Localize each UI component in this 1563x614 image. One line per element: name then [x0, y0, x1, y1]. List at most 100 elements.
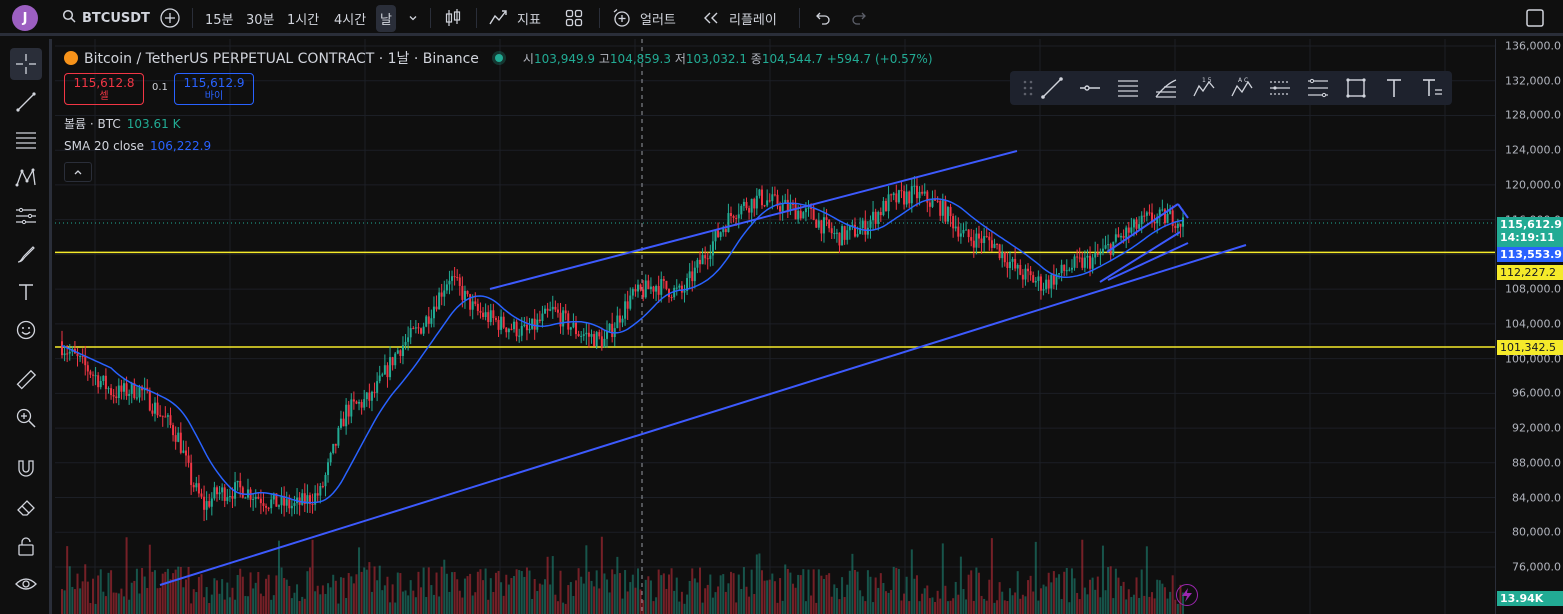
price-axis[interactable]: 136,000.0 132,000.0 128,000.0 124,000.0 120,… — [1495, 39, 1563, 614]
price-range-icon[interactable] — [1306, 76, 1330, 100]
replay-button[interactable]: 리플레이 — [702, 0, 777, 36]
eraser-tool[interactable] — [10, 491, 42, 523]
add-symbol-button[interactable] — [159, 0, 181, 36]
candle-body — [825, 217, 828, 220]
pattern-tool[interactable] — [10, 162, 42, 194]
candle-body — [611, 323, 614, 338]
symbol-search[interactable]: BTCUSDT — [62, 0, 150, 36]
volume-bar — [254, 582, 257, 614]
rectangle-icon[interactable] — [1344, 76, 1368, 100]
forecast-tool[interactable] — [10, 200, 42, 232]
candle-body — [1050, 274, 1053, 289]
visibility-tool[interactable] — [10, 568, 42, 600]
sma-label: SMA 20 close — [64, 139, 144, 153]
trend-line — [1099, 231, 1181, 283]
text-tool[interactable] — [10, 276, 42, 308]
drag-handle-icon[interactable] — [1016, 76, 1040, 100]
parallel-lines-icon[interactable] — [1116, 76, 1140, 100]
brush-tool[interactable] — [10, 238, 42, 270]
candle-body — [332, 443, 335, 453]
volume-bar — [252, 588, 255, 614]
magnet-tool[interactable] — [10, 452, 42, 484]
candle-body — [921, 191, 924, 194]
volume-bar — [389, 602, 392, 614]
undo-button[interactable] — [813, 0, 831, 36]
emoji-tool[interactable] — [10, 314, 42, 346]
fib-fan-icon[interactable] — [1154, 76, 1178, 100]
zoom-tool[interactable] — [10, 402, 42, 434]
volume-bar — [97, 575, 100, 614]
text-icon — [19, 284, 33, 300]
ruler-tool[interactable] — [10, 364, 42, 396]
candle-body — [624, 301, 627, 319]
timeframe-dropdown[interactable] — [407, 0, 419, 36]
candle-body — [1101, 248, 1104, 253]
chart-type-button[interactable] — [444, 0, 462, 36]
redo-button[interactable] — [851, 0, 869, 36]
candle-body — [1021, 274, 1024, 280]
candle-body — [179, 432, 182, 453]
alert-button[interactable]: 얼러트 — [612, 0, 676, 36]
candle-body — [107, 388, 110, 390]
volume-bar — [1138, 597, 1141, 614]
abc-wave-icon[interactable]: A C — [1230, 76, 1254, 100]
sma-legend[interactable]: SMA 20 close 106,222.9 — [64, 139, 211, 153]
candle-body — [451, 276, 454, 281]
volume-bar — [758, 553, 761, 614]
candle-body — [79, 356, 82, 358]
volume-bar — [835, 588, 838, 614]
buy-button[interactable]: 115,612.9 바이 — [174, 73, 254, 105]
elliott-wave-icon[interactable]: 1 5 — [1192, 76, 1216, 100]
volume-bar — [652, 601, 655, 614]
candle-body — [962, 229, 965, 234]
volume-bar — [443, 559, 446, 614]
candle-body — [135, 397, 138, 399]
hline-upper-label: 112,227.2 — [1497, 265, 1563, 280]
sell-button[interactable]: 115,612.8 셀 — [64, 73, 144, 105]
fib-tool[interactable] — [10, 124, 42, 156]
lightning-button[interactable] — [1176, 584, 1198, 606]
collapse-legend-button[interactable] — [64, 162, 92, 182]
candle-body — [1065, 270, 1068, 272]
timeframe-4h[interactable]: 4시간 — [334, 0, 366, 36]
timeframe-30m[interactable]: 30분 — [246, 0, 275, 36]
volume-bar — [376, 580, 379, 614]
trend-line-tool[interactable] — [10, 86, 42, 118]
layouts-button[interactable] — [565, 0, 583, 36]
lock-tool[interactable] — [10, 530, 42, 562]
channel-icon[interactable] — [1268, 76, 1292, 100]
candle-body — [319, 486, 322, 496]
candle-body — [897, 190, 900, 203]
volume-bar — [946, 601, 949, 614]
candle-body — [915, 185, 918, 199]
candle-body — [662, 279, 665, 281]
timeframe-15m[interactable]: 15분 — [205, 0, 234, 36]
candle-body — [505, 327, 508, 333]
text-icon[interactable] — [1382, 76, 1406, 100]
candle-body — [551, 306, 554, 310]
timeframe-1h[interactable]: 1시간 — [287, 0, 319, 36]
volume-bar — [631, 574, 634, 614]
crosshair-tool[interactable] — [10, 48, 42, 80]
horizontal-ray-icon[interactable] — [1078, 76, 1102, 100]
volume-bar — [492, 591, 495, 614]
user-avatar[interactable]: J — [12, 5, 38, 31]
volume-legend[interactable]: 볼륨 · BTC 103.61 K — [64, 115, 180, 132]
trend-line-icon[interactable] — [1040, 76, 1064, 100]
text-note-icon[interactable] — [1420, 76, 1444, 100]
candle-body — [851, 224, 854, 227]
volume-bar — [1145, 546, 1148, 614]
indicators-button[interactable]: 지표 — [489, 0, 541, 36]
fullscreen-button[interactable] — [1525, 0, 1545, 36]
candle-body — [270, 499, 273, 509]
timeframe-1d[interactable]: 날 — [376, 0, 396, 36]
volume-bar — [895, 567, 898, 614]
candlestick-chart[interactable] — [55, 39, 1495, 614]
candle-body — [120, 385, 123, 392]
volume-bar — [843, 597, 846, 614]
candle-body — [688, 271, 691, 279]
candle-body — [642, 289, 645, 298]
volume-bar — [817, 569, 820, 614]
chart-pane[interactable] — [55, 39, 1495, 614]
legend-title[interactable]: Bitcoin / TetherUS PERPETUAL CONTRACT · … — [84, 51, 479, 67]
